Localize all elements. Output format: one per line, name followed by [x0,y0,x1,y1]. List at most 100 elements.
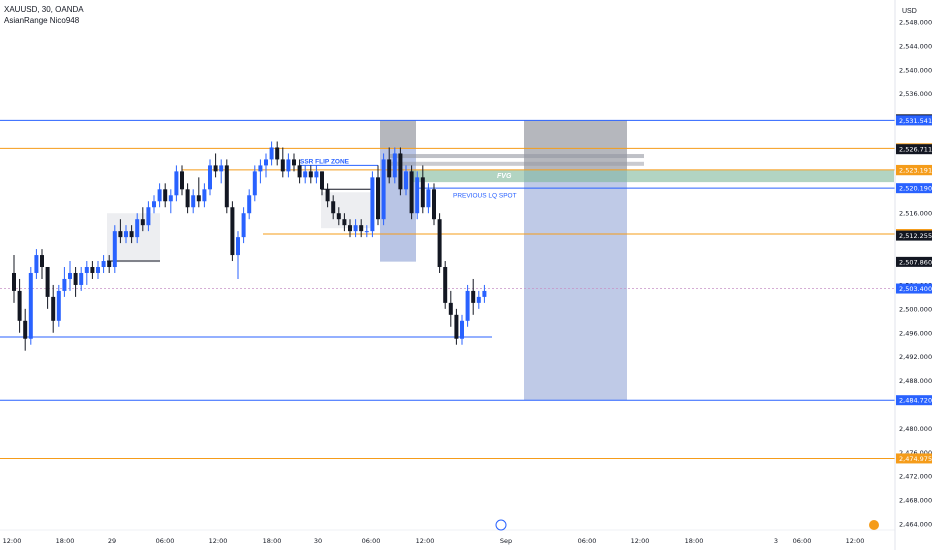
candle-body [107,261,112,268]
candle-body [45,267,50,297]
y-tick-label: 2,548.000 [899,18,932,26]
candle-body [465,290,470,321]
candle-body [387,159,392,178]
candle-body [370,177,375,232]
fvg-label: FVG [497,173,512,180]
price-tag-label: 2,474.975 [899,455,932,463]
y-tick-label: 2,464.000 [899,521,932,529]
candle-body [163,189,168,202]
candle-body [264,159,268,166]
price-tag-bg [896,283,932,294]
x-tick-label: 12:00 [846,537,865,545]
candle-body [448,302,453,315]
candle-body [476,296,481,303]
candle-body [196,195,201,202]
candle-body [241,213,246,238]
supply-zone-dark [380,120,416,149]
candle-body [471,290,476,303]
symbol-title[interactable]: XAUUSD, 30, OANDA [4,5,84,14]
candle-body [460,320,464,339]
x-tick-label: 12:00 [631,537,650,545]
price-tag-label: 2,520.190 [899,185,932,193]
candle-body [62,278,67,291]
x-tick-label: 06:00 [156,537,175,545]
price-axis[interactable]: USD 2,548.000 2,544.000 2,540.000 2,536.000 2… [894,0,932,550]
candle-body [314,171,319,178]
time-axis[interactable]: 12:00 18:00 29 06:00 12:00 18:00 30 06:00 12:00 S… [0,519,895,545]
price-tag-label: 2,523.191 [899,167,932,175]
price-tag-bg [896,144,932,155]
candle-body [230,207,235,256]
candle-body [140,219,145,226]
x-tick-label: 12:00 [3,537,22,545]
candle-body [342,219,347,226]
candle-body [292,159,296,166]
x-tick-label: 18:00 [56,537,75,545]
y-tick-label: 2,476.000 [899,449,932,457]
candle-body [79,272,84,285]
candle-body [415,177,420,214]
x-tick-label: 30 [314,537,322,545]
candle-body [73,272,78,285]
x-tick-label: 18:00 [685,537,704,545]
candle-body [219,165,224,172]
candle-body [90,267,95,273]
price-tag-label: 2,512.255 [899,232,932,240]
y-tick-label: 2,468.000 [899,497,932,505]
y-tick-label: 2,540.000 [899,66,932,74]
indicator-title[interactable]: AsianRange Nico948 [4,16,80,25]
candle-body [101,261,106,268]
fvg-zone [410,170,894,183]
price-tag-bg [896,256,932,267]
candle-body [308,171,313,178]
candles-layer [12,141,487,351]
candle-body [224,165,229,208]
candle-body [40,255,44,268]
candle-body [426,189,431,208]
candle-body [56,290,61,321]
candle-body [208,165,212,190]
candle-body [168,195,173,202]
y-tick-label: 2,480.000 [899,425,932,433]
y-tick-label: 2,544.000 [899,42,932,50]
candle-body [247,195,252,214]
candle-body [331,201,336,214]
candle-body [129,231,134,238]
candle-body [174,171,179,196]
y-tick-label: 2,496.000 [899,329,932,337]
x-tick-label: 06:00 [793,537,812,545]
lightning-icon [495,519,507,531]
candle-body [185,189,190,208]
candle-body [381,159,386,220]
y-tick-label: 2,500.000 [899,305,932,313]
x-tick-label: 18:00 [263,537,282,545]
candle-body [275,147,280,160]
currency-label: USD [902,8,917,15]
candle-body [336,213,341,220]
candle-body [482,290,487,297]
x-tick-label: 12:00 [209,537,228,545]
candle-body [420,177,425,208]
candle-body [12,272,16,291]
candle-body [297,165,302,178]
candle-body [364,231,369,233]
price-tag-label: 2,503.400 [899,285,932,293]
price-tag-bg [896,183,932,194]
candle-body [320,171,324,190]
candle-body [404,171,408,190]
candle-body [202,189,207,202]
gray-band [390,161,644,166]
lq-label: PREVIOUS LQ SPOT [453,192,517,199]
candle-body [28,272,33,339]
price-tag-label: 2,526.711 [899,146,932,154]
price-tag-label: 2,484.720 [899,397,932,405]
x-tick-label: 12:00 [416,537,435,545]
price-tag-bg [896,395,932,406]
candle-body [454,314,459,339]
zones-layer [107,120,894,401]
gray-band [390,154,644,159]
candle-body [409,171,414,214]
candle-body [280,159,285,172]
candle-body [96,267,100,273]
